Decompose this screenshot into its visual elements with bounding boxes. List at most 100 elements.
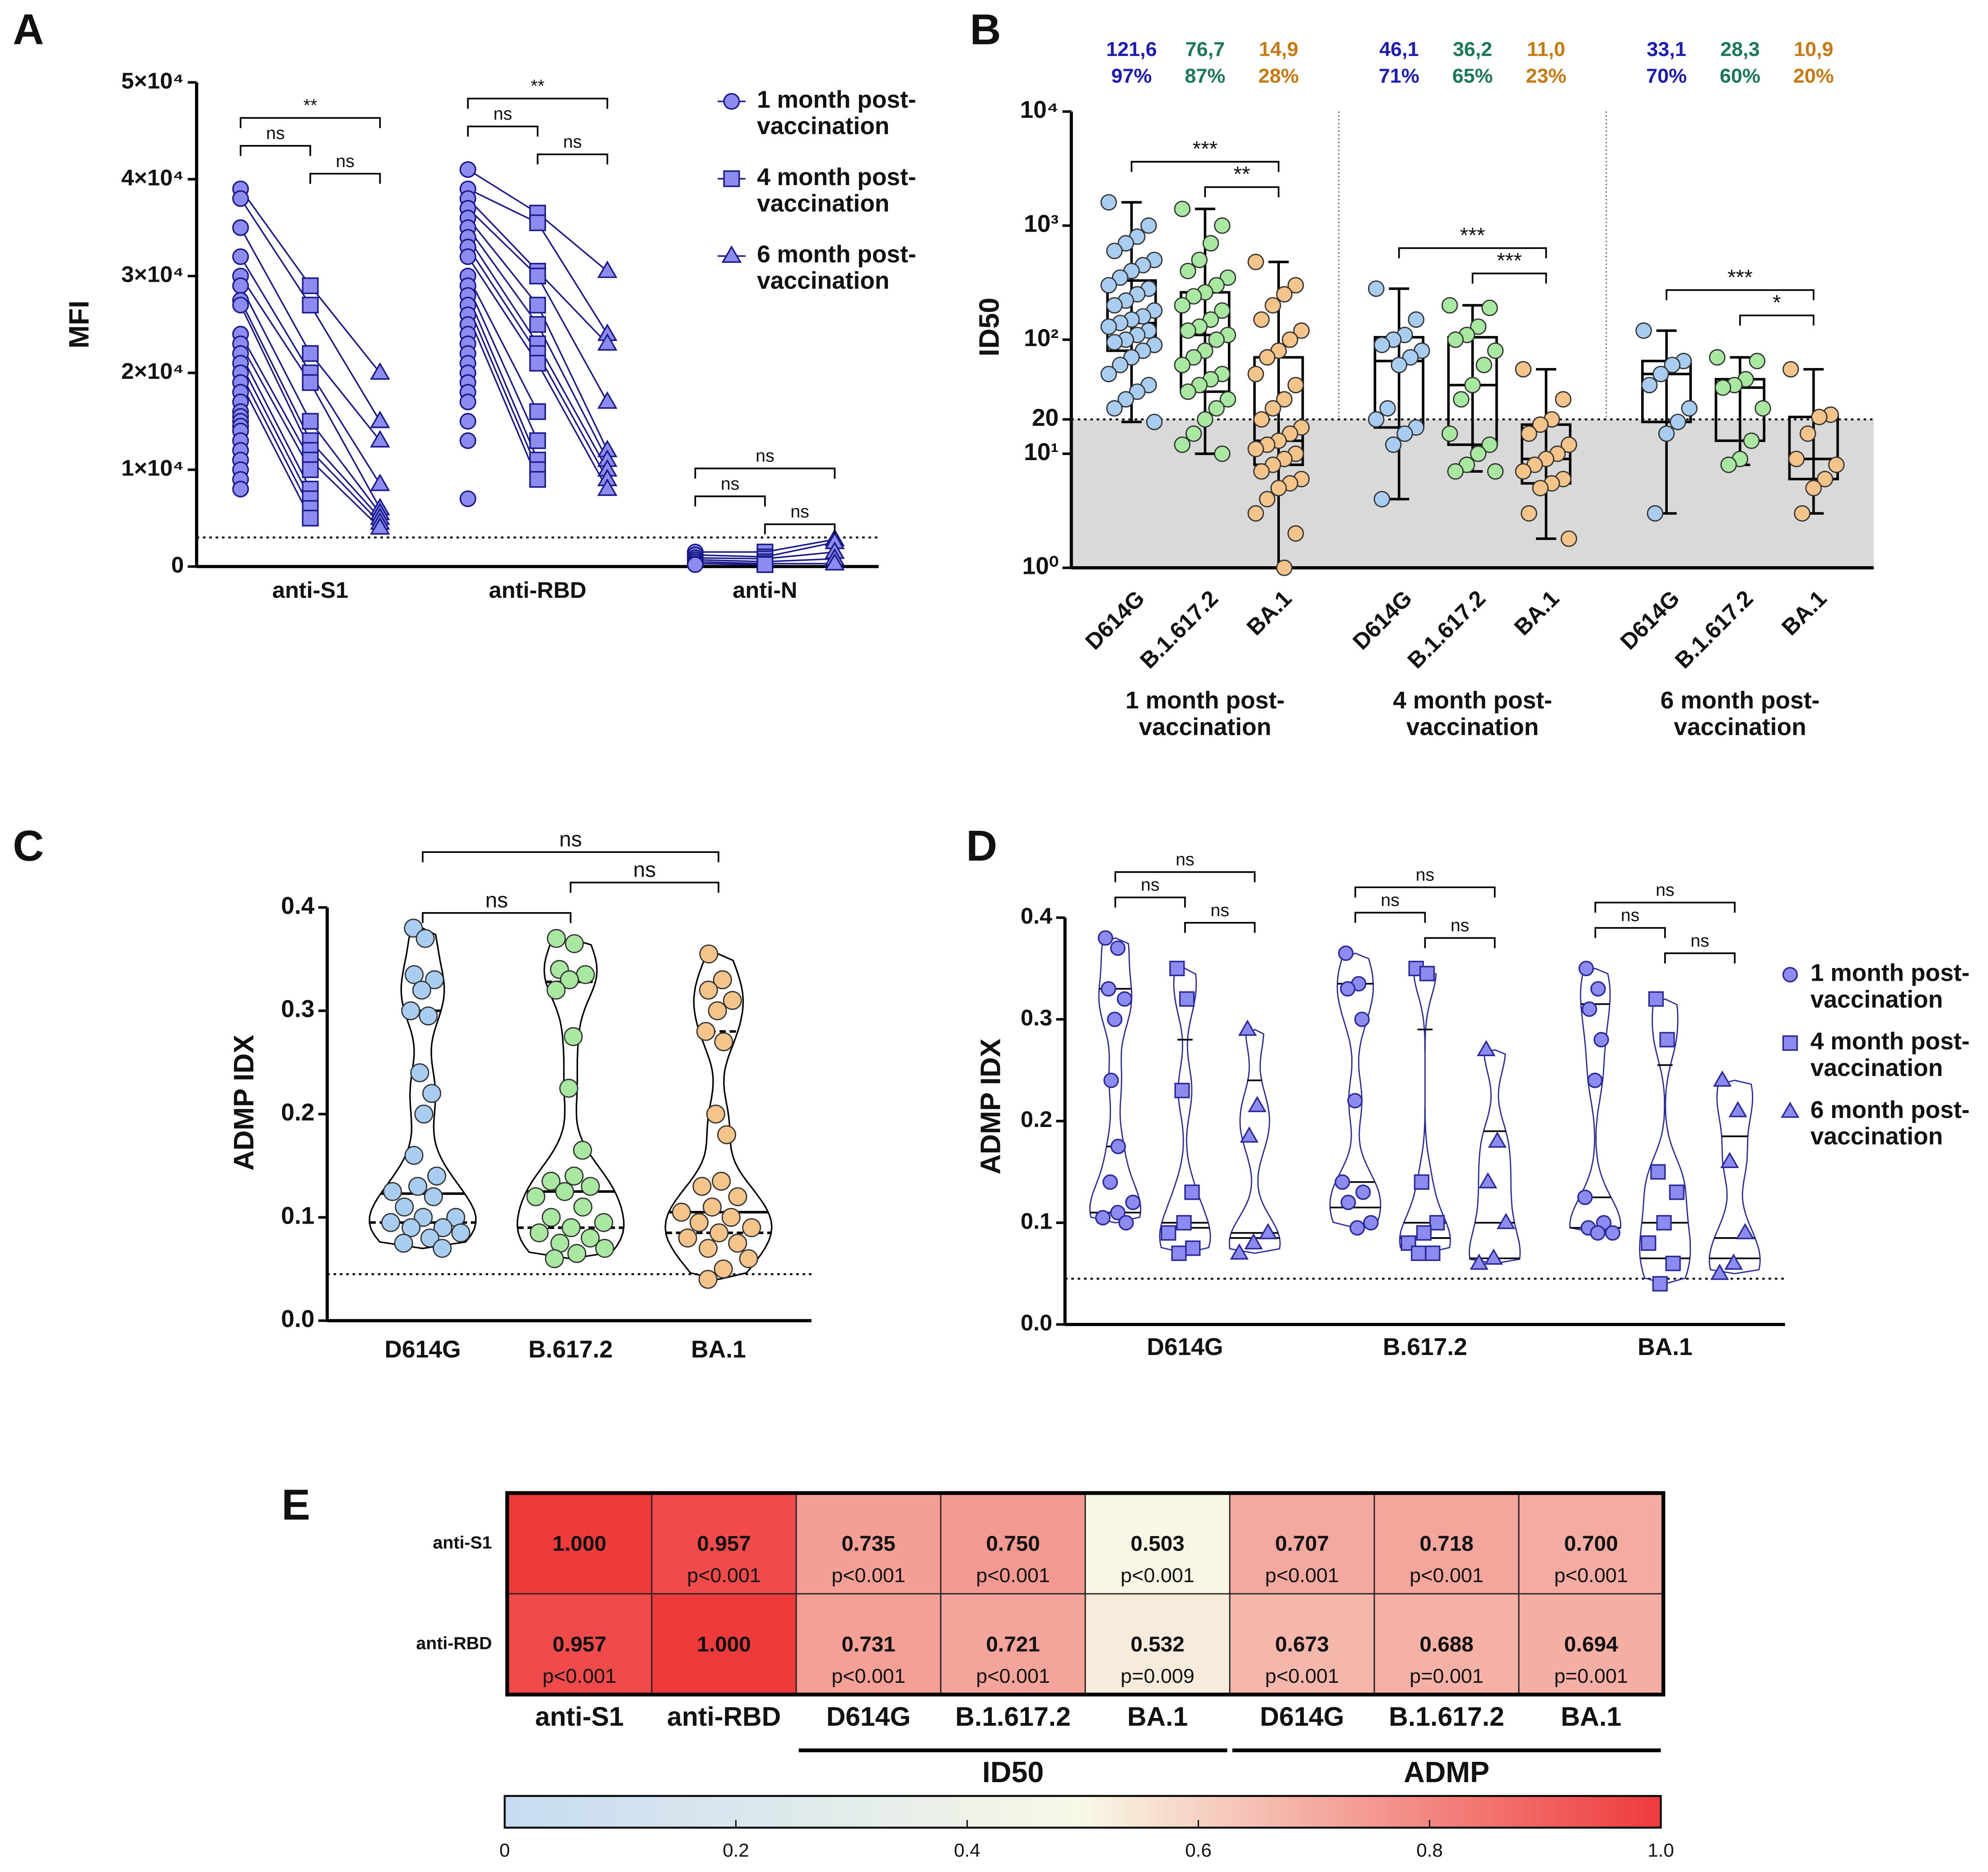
pair-line — [240, 382, 311, 519]
data-point — [1247, 441, 1264, 457]
data-point — [1560, 436, 1577, 453]
data-point — [1276, 391, 1293, 408]
data-point — [1470, 318, 1487, 335]
significance-bracket — [467, 126, 539, 137]
cell-p-value: p<0.001 — [542, 1664, 616, 1687]
data-point — [1100, 366, 1117, 382]
data-point — [1669, 1184, 1685, 1200]
data-point — [595, 1239, 614, 1258]
data-point — [1340, 1194, 1356, 1211]
data-point — [1253, 311, 1270, 328]
cell-p-value: p<0.001 — [831, 1664, 905, 1687]
significance-label: ns — [563, 132, 582, 152]
data-point — [1416, 1225, 1432, 1241]
data-point — [529, 432, 546, 449]
significance-bracket — [764, 523, 836, 535]
cell-p-value: p=0.009 — [1120, 1664, 1195, 1687]
violin — [1089, 937, 1142, 1224]
significance-bracket — [1354, 886, 1496, 898]
data-point — [1481, 299, 1498, 317]
cell-value: 0.700 — [1564, 1532, 1618, 1555]
data-point — [1340, 981, 1356, 997]
data-point — [723, 991, 742, 1010]
pair-line — [537, 275, 608, 402]
panel-letter: A — [13, 6, 44, 54]
data-point — [1736, 1223, 1755, 1239]
top-label: 11,0 — [1527, 37, 1565, 61]
data-point — [564, 1027, 583, 1046]
y-axis-label: ADMP IDX — [975, 1038, 1007, 1174]
pair-line — [695, 554, 765, 558]
data-point — [1532, 416, 1549, 433]
data-point — [459, 413, 476, 430]
significance-bracket — [1130, 161, 1280, 172]
data-point — [1577, 1189, 1593, 1205]
data-point — [232, 277, 249, 294]
data-point — [459, 248, 476, 265]
data-point — [576, 965, 595, 984]
cell-value: 0.688 — [1419, 1633, 1473, 1657]
y-tick-label: 0.3 — [281, 996, 314, 1023]
data-point — [1816, 470, 1834, 488]
significance-label: ns — [790, 502, 809, 522]
data-point — [1117, 235, 1134, 252]
data-point — [1749, 353, 1766, 369]
data-point — [597, 261, 618, 278]
data-point — [302, 461, 319, 478]
significance-label: ns — [756, 446, 775, 466]
significance-bracket — [569, 881, 719, 893]
top-label: 36,2 — [1453, 37, 1492, 61]
column-label: D614G — [1260, 1702, 1344, 1732]
significance-bracket — [694, 495, 766, 507]
y-tick-label: 0.0 — [1021, 1310, 1052, 1336]
violin — [1329, 952, 1381, 1229]
data-point — [1293, 322, 1310, 339]
data-point — [1368, 411, 1385, 428]
data-point — [1174, 297, 1191, 314]
data-point — [420, 1228, 439, 1248]
heatmap-cell — [795, 1492, 942, 1595]
pair-line — [309, 285, 381, 373]
data-point — [678, 1228, 697, 1248]
cell-value: 0.957 — [552, 1633, 606, 1657]
data-point — [1656, 1215, 1672, 1231]
pair-line — [467, 275, 538, 412]
data-point — [1478, 1172, 1498, 1189]
data-point — [721, 1208, 741, 1227]
data-point — [1560, 530, 1577, 547]
significance-label: ** — [531, 76, 545, 96]
data-point — [1146, 414, 1163, 430]
data-point — [1391, 357, 1408, 373]
data-point — [1441, 425, 1458, 442]
significance-label: ns — [1381, 890, 1400, 910]
pair-line — [467, 227, 538, 325]
data-point — [597, 333, 618, 351]
row-label: anti-RBD — [416, 1634, 492, 1653]
data-point — [1106, 400, 1123, 417]
legend-marker — [721, 245, 742, 263]
pair-line — [240, 198, 311, 306]
data-point — [1112, 357, 1129, 373]
data-point — [370, 517, 390, 535]
data-point — [1788, 451, 1805, 467]
top-label: 10,9 — [1794, 37, 1833, 61]
x-tick-label: BA.1 — [1509, 585, 1564, 640]
data-point — [1125, 1194, 1141, 1211]
data-point — [1100, 194, 1117, 211]
data-point — [1635, 322, 1652, 339]
significance-bracket — [1184, 922, 1256, 933]
pair-line — [537, 363, 608, 489]
pair-line — [537, 222, 608, 335]
significance-label: ns — [1141, 875, 1160, 895]
significance-label: ns — [336, 151, 355, 171]
data-point — [1287, 277, 1304, 293]
data-point — [692, 1177, 712, 1196]
pair-line — [467, 256, 538, 364]
column-label: B.1.617.2 — [1389, 1702, 1504, 1732]
data-point — [1179, 991, 1195, 1007]
data-point — [1123, 349, 1140, 366]
data-point — [597, 391, 618, 409]
data-point — [1373, 336, 1391, 354]
